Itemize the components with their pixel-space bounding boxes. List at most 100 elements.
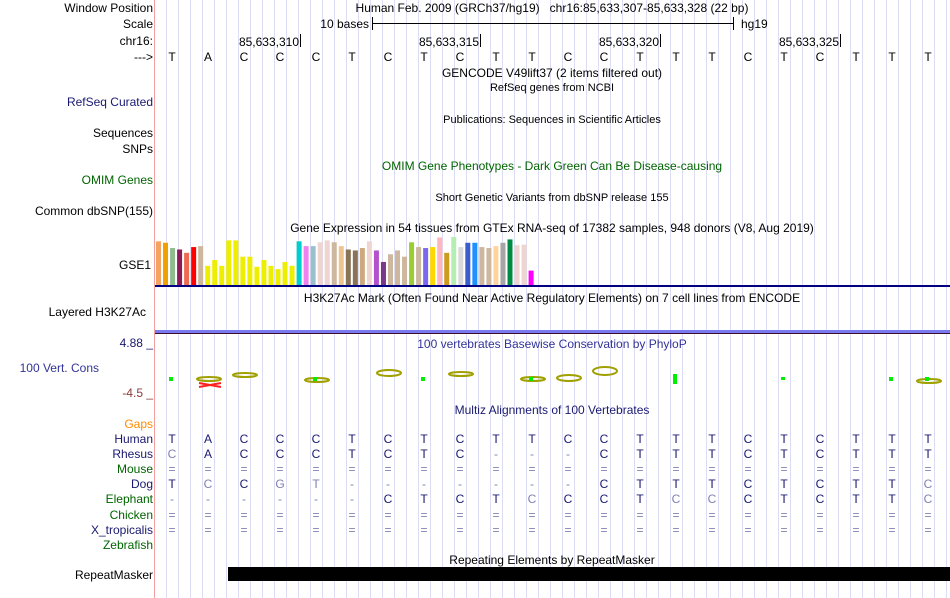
- track-labels: Window Position Scale chr16: ---> RefSeq…: [0, 0, 153, 598]
- gtex-tissue-bar[interactable]: [261, 260, 267, 285]
- cons-max-label: 4.88 _: [119, 336, 153, 350]
- gtex-tissue-bar[interactable]: [409, 242, 415, 285]
- alignment-base: =: [276, 462, 284, 477]
- repeat-element[interactable]: [228, 567, 950, 581]
- alignment-base: =: [852, 507, 860, 522]
- gtex-bar-chart: [156, 237, 534, 285]
- gtex-tissue-bar[interactable]: [472, 242, 478, 285]
- alignment-base: =: [276, 507, 284, 522]
- alignment-base: T: [888, 492, 896, 507]
- gtex-tissue-bar[interactable]: [444, 252, 450, 285]
- alignment-base: =: [492, 462, 500, 477]
- gtex-tissue-bar[interactable]: [177, 249, 183, 285]
- position-header: Human Feb. 2009 (GRCh37/hg19) chr16:85,6…: [356, 1, 749, 15]
- gtex-tissue-bar[interactable]: [352, 250, 358, 285]
- h3k27-label[interactable]: Layered H3K27Ac: [48, 305, 146, 319]
- gtex-tissue-bar[interactable]: [402, 256, 408, 285]
- refseq-title: RefSeq genes from NCBI: [489, 82, 615, 94]
- gtex-tissue-bar[interactable]: [430, 247, 436, 285]
- coord-tick: [660, 34, 661, 47]
- gtex-tissue-bar[interactable]: [345, 249, 351, 285]
- gtex-tissue-bar[interactable]: [163, 242, 169, 285]
- gtex-tissue-bar[interactable]: [451, 237, 457, 285]
- gtex-label[interactable]: GSE1: [118, 258, 151, 272]
- pubs-label[interactable]: Sequences: [92, 126, 153, 140]
- gtex-tissue-bar[interactable]: [465, 242, 471, 285]
- gtex-tissue-bar[interactable]: [184, 252, 190, 285]
- gtex-tissue-bar[interactable]: [156, 241, 161, 285]
- gtex-tissue-bar[interactable]: [303, 246, 309, 285]
- alignment-base: T: [348, 432, 356, 446]
- alignment-base: T: [780, 492, 788, 507]
- gtex-tissue-bar[interactable]: [212, 260, 218, 285]
- gtex-tissue-bar[interactable]: [507, 239, 513, 285]
- cons-glyph: [448, 371, 474, 377]
- gtex-tissue-bar[interactable]: [514, 245, 520, 285]
- gtex-tissue-bar[interactable]: [310, 246, 316, 285]
- alignment-base: C: [815, 447, 825, 462]
- alignment-base: =: [384, 462, 392, 477]
- gtex-tissue-bar[interactable]: [380, 261, 386, 285]
- omim-label[interactable]: OMIM Genes: [81, 173, 153, 187]
- gtex-tissue-bar[interactable]: [317, 242, 323, 285]
- alignment-base: T: [492, 432, 500, 446]
- gtex-tissue-bar[interactable]: [486, 248, 492, 285]
- gtex-tissue-bar[interactable]: [282, 261, 288, 285]
- gtex-tissue-bar[interactable]: [296, 241, 302, 285]
- gtex-tissue-bar[interactable]: [500, 242, 506, 285]
- alignment-base: C: [599, 492, 609, 507]
- gtex-tissue-bar[interactable]: [275, 269, 281, 285]
- cons-label[interactable]: 100 Vert. Cons: [19, 361, 99, 375]
- gtex-tissue-bar[interactable]: [254, 266, 260, 285]
- gtex-tissue-bar[interactable]: [247, 256, 253, 285]
- gtex-tissue-bar[interactable]: [528, 270, 534, 285]
- gencode-title[interactable]: GENCODE V49lift37 (2 items filtered out): [441, 66, 663, 80]
- gtex-tissue-bar[interactable]: [387, 254, 393, 285]
- alignment-base: T: [636, 477, 644, 492]
- cons-glyph: [673, 374, 677, 384]
- gtex-tissue-bar[interactable]: [437, 237, 443, 285]
- gtex-tissue-bar[interactable]: [521, 244, 527, 285]
- dbsnp-label[interactable]: Common dbSNP(155): [34, 204, 153, 218]
- alignment-base: -: [530, 447, 534, 462]
- gtex-tissue-bar[interactable]: [191, 247, 197, 285]
- gtex-tissue-bar[interactable]: [493, 246, 499, 285]
- gtex-tissue-bar[interactable]: [226, 240, 232, 285]
- gtex-tissue-bar[interactable]: [395, 250, 401, 285]
- gtex-tissue-bar[interactable]: [324, 240, 330, 285]
- gtex-tissue-bar[interactable]: [366, 241, 372, 285]
- rmsk-title: Repeating Elements by RepeatMasker: [449, 553, 655, 567]
- gtex-tissue-bar[interactable]: [240, 256, 246, 285]
- rmsk-label[interactable]: RepeatMasker: [74, 568, 153, 582]
- gtex-tissue-bar[interactable]: [338, 246, 344, 285]
- alignment-base: =: [744, 522, 752, 537]
- gtex-tissue-bar[interactable]: [170, 248, 176, 285]
- refseq-label[interactable]: RefSeq Curated: [66, 95, 153, 109]
- alignment-base: C: [563, 492, 573, 507]
- gtex-tissue-bar[interactable]: [423, 248, 429, 285]
- snps-label[interactable]: SNPs: [122, 142, 153, 156]
- gtex-tissue-bar[interactable]: [458, 247, 464, 285]
- gtex-tissue-bar[interactable]: [268, 265, 274, 285]
- gtex-tissue-bar[interactable]: [198, 246, 204, 285]
- alignment-base: =: [420, 522, 428, 537]
- cons-glyph: [196, 376, 222, 382]
- coord-label: 85,633,310: [238, 35, 299, 49]
- species-label: Mouse: [116, 462, 153, 477]
- alignment-base: =: [636, 522, 644, 537]
- alignment-base: =: [528, 507, 536, 522]
- gtex-tissue-bar[interactable]: [233, 240, 239, 285]
- gtex-tissue-bar[interactable]: [359, 248, 365, 285]
- gtex-tissue-bar[interactable]: [205, 265, 211, 285]
- gtex-tissue-bar[interactable]: [479, 247, 485, 285]
- gtex-tissue-bar[interactable]: [219, 265, 225, 285]
- gtex-tissue-bar[interactable]: [289, 265, 295, 285]
- gtex-tissue-bar[interactable]: [416, 247, 422, 285]
- gtex-tissue-bar[interactable]: [331, 242, 337, 285]
- alignment-base: C: [599, 477, 609, 492]
- strand-label: --->: [134, 50, 153, 64]
- alignment-base: =: [564, 522, 572, 537]
- gtex-tissue-bar[interactable]: [373, 250, 379, 285]
- alignment-base: =: [528, 462, 536, 477]
- alignment-base: =: [384, 522, 392, 537]
